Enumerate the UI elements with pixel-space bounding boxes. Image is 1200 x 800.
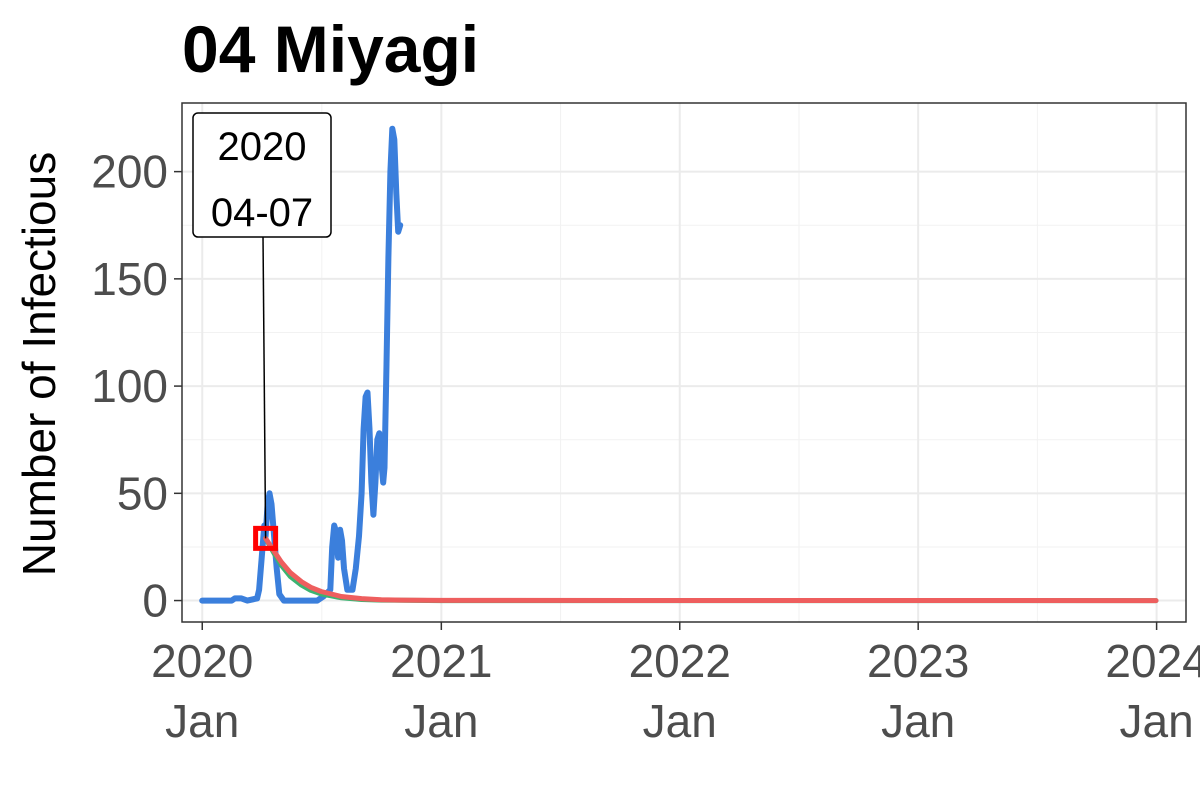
y-tick-label: 100 (91, 360, 168, 412)
annotation-date: 04-07 (211, 191, 313, 235)
annotation-leader-line (262, 235, 267, 539)
x-tick-year: 2021 (390, 635, 492, 687)
y-axis: 0 50 100 150 200 (91, 146, 182, 627)
y-tick-label: 200 (91, 146, 168, 198)
plot-panel (182, 103, 1186, 622)
x-tick-month: Jan (404, 695, 478, 747)
series-line-2 (263, 535, 1159, 604)
x-tick-year: 2020 (151, 635, 253, 687)
x-tick-month: Jan (1120, 695, 1194, 747)
y-axis-label: Number of Infectious (13, 152, 65, 576)
x-axis: 2020 Jan 2021 Jan 2022 Jan 2023 Jan 2024 Jan (151, 622, 1200, 747)
y-tick-label: 50 (117, 467, 168, 519)
x-tick-month: Jan (165, 695, 239, 747)
x-tick-year: 2024 (1105, 635, 1200, 687)
y-tick-label: 0 (142, 575, 168, 627)
y-tick-label: 150 (91, 253, 168, 305)
x-tick-month: Jan (643, 695, 717, 747)
plot-border (181, 102, 1187, 623)
x-tick-year: 2023 (867, 635, 969, 687)
annotation-marker (253, 525, 279, 551)
x-tick-year: 2022 (629, 635, 731, 687)
annotation-box (192, 112, 332, 238)
annotation-layer: 2020 04-07 (192, 112, 332, 551)
annotation-year: 2020 (218, 125, 307, 169)
x-tick-month: Jan (881, 695, 955, 747)
chart-title: 04 Miyagi (182, 12, 479, 86)
